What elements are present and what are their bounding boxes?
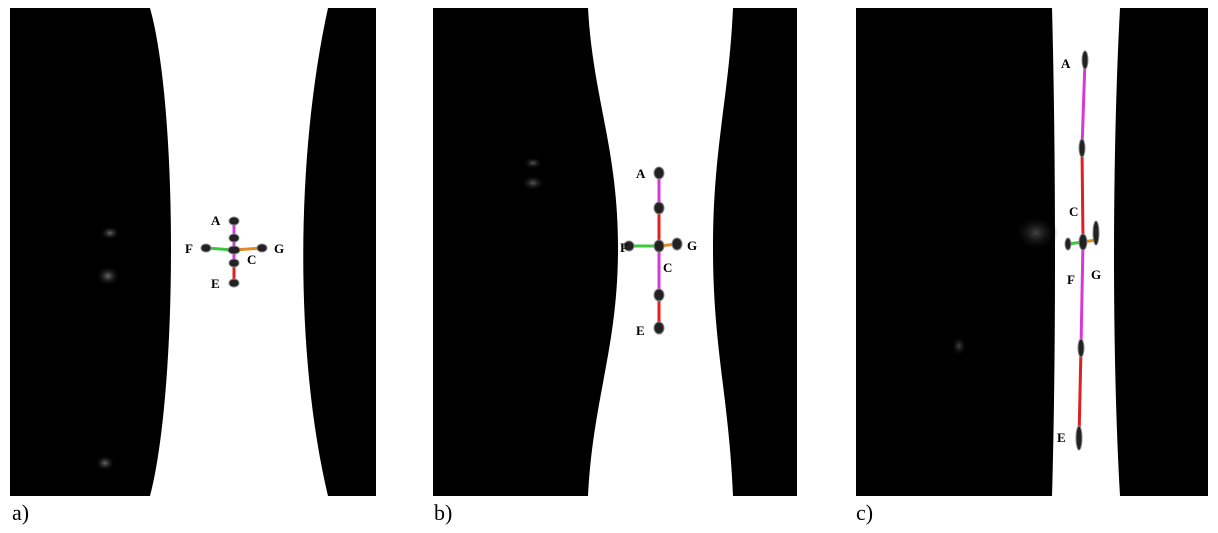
label-e: E: [1057, 430, 1066, 445]
segment-b-c: [1080, 147, 1085, 242]
label-g: G: [274, 241, 284, 256]
caption-a: a): [12, 500, 30, 525]
label-a: A: [1061, 56, 1071, 71]
label-e: E: [636, 323, 645, 338]
segment-d-e: [1077, 347, 1083, 439]
marker-g: [1092, 220, 1100, 246]
marker-g: [256, 243, 268, 253]
panel-b: A C E F G: [433, 8, 797, 496]
label-a: A: [211, 213, 221, 228]
label-c: C: [663, 260, 672, 275]
gray-blob: [96, 266, 120, 286]
marker-b: [1078, 138, 1086, 158]
marker-c: [653, 239, 665, 253]
marker-b: [228, 233, 240, 243]
marker-a: [1081, 50, 1089, 70]
label-f: F: [1067, 272, 1075, 287]
marker-c: [227, 245, 241, 255]
label-e: E: [211, 276, 220, 291]
marker-e: [653, 321, 665, 335]
marker-a: [653, 166, 665, 180]
gray-blob: [100, 226, 120, 240]
label-g: G: [1091, 267, 1101, 282]
panel-a-image: A C E F G: [10, 8, 376, 496]
marker-g: [671, 237, 683, 251]
right-tissue: [303, 8, 376, 496]
caption-c: c): [856, 500, 874, 525]
marker-e: [1075, 425, 1083, 451]
gray-blob: [1014, 215, 1058, 251]
marker-e: [228, 278, 240, 288]
caption-b: b): [434, 500, 453, 525]
gray-blob: [951, 336, 967, 356]
left-tissue: [433, 8, 618, 496]
marker-d: [228, 258, 240, 268]
panel-c-image: A C E F G: [856, 8, 1208, 496]
right-tissue: [713, 8, 797, 496]
segment-a-b: [1080, 59, 1087, 149]
left-tissue: [856, 8, 1055, 496]
marker-d: [1077, 338, 1085, 358]
gray-blob: [521, 175, 545, 191]
panel-b-image: A C E F G: [433, 8, 797, 496]
marker-d: [653, 288, 665, 302]
label-f: F: [620, 240, 628, 255]
segment-c-d: [1079, 240, 1085, 349]
marker-f: [1064, 237, 1072, 251]
label-c: C: [247, 252, 256, 267]
marker-f: [623, 240, 635, 252]
marker-b: [653, 201, 665, 215]
label-f: F: [185, 241, 193, 256]
gray-blob: [523, 157, 543, 169]
label-a: A: [636, 166, 646, 181]
label-c: C: [1069, 204, 1078, 219]
gray-blob: [95, 455, 115, 471]
marker-a: [228, 216, 240, 226]
panel-a: A C E F G: [10, 8, 376, 496]
marker-c: [1078, 233, 1088, 251]
panel-c: A C E F G: [856, 8, 1208, 496]
right-tissue: [1114, 8, 1208, 496]
label-g: G: [687, 238, 697, 253]
left-tissue: [10, 8, 171, 496]
marker-f: [200, 243, 212, 253]
